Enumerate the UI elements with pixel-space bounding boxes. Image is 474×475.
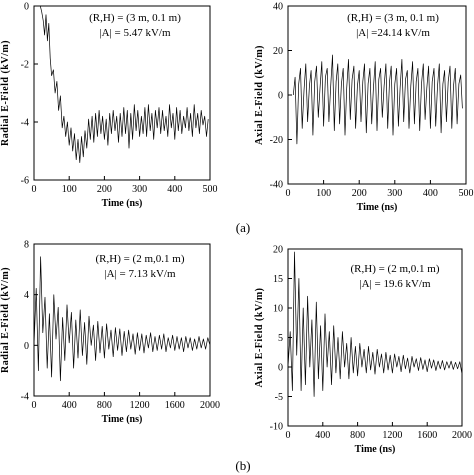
b-axial-plot-frame <box>287 248 463 427</box>
b-radial-y-tick-label: 4 <box>24 290 29 301</box>
b-radial-series-line <box>33 256 211 382</box>
b-axial-y-tick-label: -5 <box>275 392 283 403</box>
a-axial-y-tick-label: -20 <box>270 135 283 146</box>
a-radial-plot-frame <box>33 5 211 181</box>
b-axial-x-tick-label: 1200 <box>382 430 402 441</box>
b-axial-x-tick-label: 0 <box>286 430 291 441</box>
a-axial-y-axis-label: Axial E-Field (kV/m) <box>254 45 265 145</box>
b-axial-annotation: |A| = 19.6 kV/m <box>359 278 431 290</box>
b-radial-x-axis-label: Time (ns) <box>102 414 143 425</box>
panel-a-radial: 0 100 200 300 400 500 0 -2 -4 -6 Time (ns) Radial E… <box>0 2 218 210</box>
b-axial-y-tick-label: 20 <box>273 245 283 256</box>
a-axial-x-tick-label: 500 <box>459 188 474 199</box>
a-axial-x-tick-label: 0 <box>286 188 291 199</box>
a-radial-x-axis-label: Time (ns) <box>102 198 143 209</box>
a-radial-x-tick-label: 0 <box>32 184 37 195</box>
b-axial-x-tick-label: 800 <box>350 430 365 441</box>
b-radial-y-tick-label: 0 <box>24 341 29 352</box>
a-radial-annotation: |A| = 5.47 kV/m <box>99 27 171 39</box>
a-radial-annotation: (R,H) = (3 m, 0.1 m) <box>89 12 181 24</box>
a-radial-series-line <box>34 5 209 163</box>
b-axial-x-tick-label: 400 <box>315 430 330 441</box>
panel-b-axial: 0 400 800 1200 1600 2000 20 15 10 5 0 -5 -10 Time (ns… <box>254 245 472 456</box>
b-axial-y-tick-label: 5 <box>278 333 283 344</box>
a-radial-y-tick-label: 0 <box>24 2 29 13</box>
a-axial-x-tick-label: 200 <box>352 188 367 199</box>
b-radial-annotation: |A| = 7.13 kV/m <box>104 268 176 280</box>
b-axial-x-tick-label: 2000 <box>452 430 472 441</box>
a-axial-annotation: |A| =24.14 kV/m <box>356 27 430 39</box>
a-radial-x-tick-label: 200 <box>97 184 112 195</box>
a-radial-y-tick-label: -4 <box>21 118 29 129</box>
panel-label-a: (a) <box>236 220 250 235</box>
a-radial-y-axis-label: Radial E-Field (kV/m) <box>0 40 11 146</box>
a-axial-y-tick-label: 0 <box>278 91 283 102</box>
b-radial-x-tick-label: 400 <box>62 400 77 411</box>
a-axial-x-tick-label: 400 <box>423 188 438 199</box>
b-radial-x-tick-label: 800 <box>97 400 112 411</box>
a-axial-x-tick-label: 300 <box>387 188 402 199</box>
a-radial-x-tick-label: 300 <box>132 184 147 195</box>
b-axial-x-axis-label: Time (ns) <box>355 444 396 455</box>
a-axial-x-axis-label: Time (ns) <box>357 202 398 213</box>
b-axial-y-tick-label: 0 <box>278 363 283 374</box>
b-radial-x-tick-label: 1600 <box>165 400 185 411</box>
a-axial-series-line <box>292 54 463 145</box>
a-radial-x-tick-label: 400 <box>167 184 182 195</box>
b-axial-y-tick-label: 10 <box>273 304 283 315</box>
b-axial-y-tick-label: -10 <box>270 422 283 433</box>
a-radial-y-tick-label: -6 <box>21 176 29 187</box>
b-radial-x-tick-label: 0 <box>32 400 37 411</box>
b-axial-annotation: (R,H) = (2 m,0.1 m) <box>351 263 440 275</box>
a-axial-y-tick-label: 40 <box>273 2 283 13</box>
b-radial-x-tick-label: 2000 <box>200 400 220 411</box>
b-radial-y-tick-label: 8 <box>24 240 29 251</box>
a-axial-y-tick-label: 20 <box>273 46 283 57</box>
a-radial-y-tick-label: -2 <box>21 60 29 71</box>
b-radial-annotation: (R,H) = (2 m,0.1 m) <box>96 253 185 265</box>
a-axial-y-tick-label: -40 <box>270 180 283 191</box>
b-axial-series-line <box>287 251 463 397</box>
b-radial-plot-frame <box>33 243 211 397</box>
b-radial-y-tick-label: -4 <box>21 392 29 403</box>
b-axial-y-axis-label: Axial E-Field (kV/m) <box>254 288 265 388</box>
a-axial-annotation: (R,H) = (3 m, 0.1 m) <box>347 12 439 24</box>
a-radial-x-tick-label: 100 <box>62 184 77 195</box>
b-axial-y-tick-label: 15 <box>273 274 283 285</box>
panel-label-b: (b) <box>235 458 250 473</box>
b-axial-x-tick-label: 1600 <box>417 430 437 441</box>
a-axial-x-tick-label: 100 <box>316 188 331 199</box>
b-radial-y-axis-label: Radial E-Field (kV/m) <box>0 267 11 373</box>
a-radial-x-tick-label: 500 <box>203 184 218 195</box>
b-radial-x-tick-label: 1200 <box>130 400 150 411</box>
